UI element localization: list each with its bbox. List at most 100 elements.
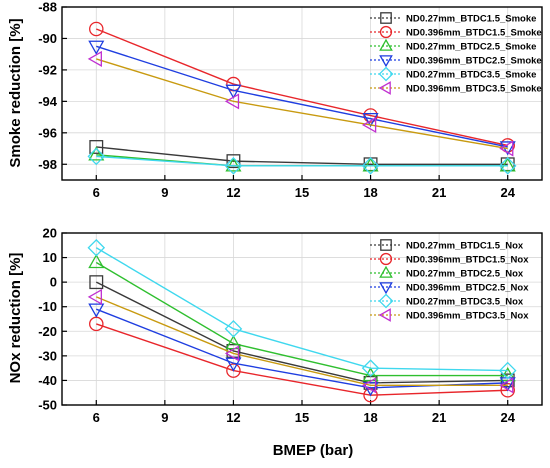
data-point — [88, 146, 105, 161]
x-axis-title: BMEP (bar) — [273, 442, 354, 459]
legend-marker — [379, 265, 393, 278]
legend: ND0.27mm_BTDC1.5_Smoke ND0.396mm_BTDC1.5_… — [370, 12, 542, 95]
x-tick-label: 12 — [226, 185, 240, 200]
data-point — [87, 50, 102, 67]
x-tick-label: 18 — [363, 185, 377, 200]
x-tick-label: 21 — [432, 185, 446, 200]
x-tick-label: 18 — [363, 410, 377, 425]
series-line-5 — [96, 296, 508, 387]
legend-entry-label: ND0.396mm_BTDC1.5_Smoke — [406, 28, 542, 39]
y-tick-label: -98 — [38, 157, 57, 172]
legend-entry-label: ND0.396mm_BTDC2.5_Smoke — [406, 56, 542, 67]
x-tick-label: 21 — [432, 410, 446, 425]
x-tick-label: 15 — [295, 185, 309, 200]
y-tick-label: -30 — [38, 348, 57, 363]
data-point — [362, 157, 379, 172]
legend-marker — [379, 38, 393, 51]
data-point — [225, 157, 242, 172]
legend-marker — [379, 55, 393, 68]
series-line-2 — [95, 261, 508, 377]
legend-marker — [378, 308, 391, 322]
data-point — [499, 140, 514, 157]
data-point — [88, 303, 105, 318]
data-point — [88, 253, 105, 269]
x-tick-label: 6 — [93, 410, 100, 425]
legend-entry-label: ND0.27mm_BTDC2.5_Nox — [406, 269, 524, 280]
legend-marker — [379, 252, 393, 266]
y-tick-label: -50 — [38, 398, 57, 413]
data-point — [363, 387, 378, 403]
legend-entry-label: ND0.396mm_BTDC1.5_Nox — [406, 255, 529, 266]
legend-marker — [380, 12, 392, 24]
data-point — [224, 320, 243, 338]
legend-entry-label: ND0.27mm_BTDC2.5_Smoke — [406, 42, 536, 53]
data-point — [362, 116, 377, 133]
data-point — [226, 154, 241, 169]
data-point — [362, 382, 379, 397]
series-line-5 — [96, 58, 508, 150]
y-tick-label: -40 — [38, 373, 57, 388]
y-tick-label: -20 — [38, 324, 57, 339]
data-point — [89, 21, 104, 37]
x-tick-label: 6 — [93, 185, 100, 200]
data-point — [361, 157, 380, 175]
data-point — [362, 377, 377, 394]
series-line-0 — [96, 146, 508, 165]
series-line-0 — [95, 281, 508, 384]
nox-y-axis-title: NOx reduction [%] — [7, 253, 24, 384]
legend-marker — [378, 293, 394, 309]
legend-entry-label: ND0.27mm_BTDC3.5_Nox — [406, 297, 524, 308]
smoke-y-axis-title: Smoke reduction [%] — [7, 18, 24, 167]
nox-panel: 6 9 12 15 18 21 24 -50 -40 -30 -20 -10 0 10 20 ND0.27mm… — [38, 226, 543, 425]
y-tick-label: -96 — [38, 125, 57, 140]
legend-marker — [378, 66, 394, 82]
y-tick-label: -10 — [38, 299, 57, 314]
y-tick-label: 10 — [43, 250, 57, 265]
legend-marker — [378, 81, 391, 95]
x-tick-label: 24 — [500, 410, 515, 425]
data-point — [224, 345, 240, 362]
legend-entry-label: ND0.396mm_BTDC3.5_Nox — [406, 311, 529, 322]
data-point — [89, 275, 104, 290]
y-tick-label: -88 — [38, 0, 57, 15]
x-tick-label: 9 — [161, 410, 168, 425]
y-tick-label: -94 — [38, 94, 58, 109]
legend-marker — [379, 282, 393, 295]
legend: ND0.27mm_BTDC1.5_Nox ND0.396mm_BTDC1.5_No… — [370, 239, 529, 322]
y-tick-label: -90 — [38, 31, 57, 46]
series-line-3 — [96, 45, 508, 148]
data-point — [224, 93, 240, 110]
x-tick-label: 9 — [161, 185, 168, 200]
legend-marker — [380, 239, 392, 251]
series-line-4 — [95, 247, 508, 372]
data-point — [87, 238, 106, 257]
data-point — [226, 363, 241, 378]
smoke-panel: 6 9 12 15 18 21 24 -98 -96 -94 -92 -90 -88 ND0.27mm_B… — [38, 0, 543, 200]
data-point — [89, 140, 104, 154]
legend-entry-label: ND0.27mm_BTDC1.5_Nox — [406, 241, 524, 252]
data-point — [88, 40, 105, 55]
legend-marker — [379, 25, 393, 39]
data-point — [498, 361, 517, 380]
data-point — [499, 377, 514, 394]
legend-entry-label: ND0.396mm_BTDC3.5_Smoke — [406, 84, 542, 95]
legend-entry-label: ND0.27mm_BTDC1.5_Smoke — [406, 14, 536, 25]
x-tick-label: 12 — [226, 410, 240, 425]
data-point — [225, 84, 242, 99]
data-point — [363, 108, 378, 123]
data-point — [87, 288, 102, 305]
y-tick-label: -92 — [38, 62, 57, 77]
x-tick-label: 24 — [500, 185, 515, 200]
series-line-1 — [96, 323, 508, 396]
data-point — [224, 157, 243, 175]
data-point — [498, 157, 517, 175]
series-line-1 — [96, 28, 508, 147]
y-tick-label: 0 — [50, 275, 57, 290]
x-tick-label: 15 — [295, 410, 309, 425]
legend-entry-label: ND0.27mm_BTDC3.5_Smoke — [406, 70, 536, 81]
data-point — [500, 382, 515, 398]
legend-entry-label: ND0.396mm_BTDC2.5_Nox — [406, 283, 529, 294]
data-point — [499, 157, 516, 172]
